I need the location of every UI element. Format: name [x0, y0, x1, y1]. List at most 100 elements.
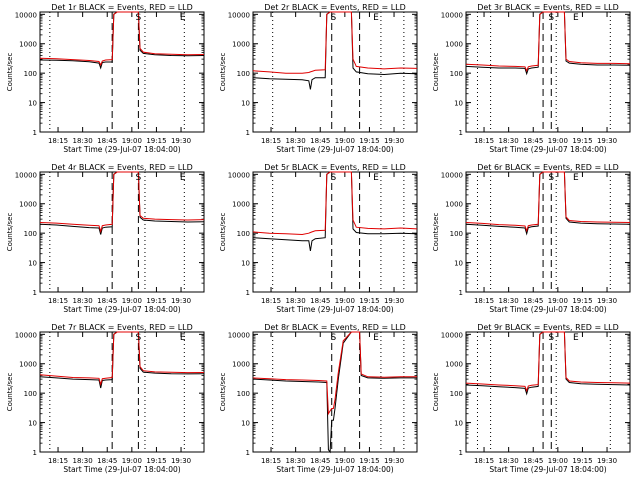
x-tick-label: 19:15 [146, 137, 166, 145]
y-tick-label: 1000 [445, 201, 463, 209]
y-axis-label: Counts/sec [432, 213, 440, 252]
panel-title: Det 3r BLACK = Events, RED = LLD [477, 3, 619, 12]
series-lld-line [39, 331, 205, 387]
x-tick-label: 18:45 [310, 297, 330, 305]
x-tick-label: 18:45 [523, 137, 543, 145]
y-axis-label: Counts/sec [219, 373, 227, 412]
x-tick-label: 19:00 [548, 137, 568, 145]
x-tick-label: 19:00 [122, 297, 142, 305]
y-tick-label: 10000 [441, 171, 463, 179]
marker-s: S [548, 13, 554, 23]
marker-s: S [136, 173, 142, 183]
marker-s: S [331, 173, 337, 183]
panel-3: Det 3r BLACK = Events, RED = LLD 1 10 100 10… [432, 3, 631, 154]
panel-7: Det 7r BLACK = Events, RED = LLD 1 10 100 10… [6, 323, 205, 474]
y-tick-label: 1 [33, 129, 37, 137]
y-tick-label: 1 [33, 289, 37, 297]
x-tick-label: 18:45 [97, 137, 117, 145]
y-axis-label: Counts/sec [6, 53, 14, 92]
series-lld-line [465, 331, 631, 393]
plot-frame [39, 331, 205, 453]
y-tick-label: 10000 [228, 11, 250, 19]
x-tick-label: 18:15 [48, 457, 68, 465]
y-tick-label: 1 [459, 449, 463, 457]
x-tick-label: 18:30 [499, 137, 519, 145]
x-tick-label: 19:15 [359, 297, 379, 305]
x-tick-label: 18:15 [474, 137, 494, 145]
y-tick-label: 100 [237, 230, 250, 238]
x-tick-label: 18:45 [310, 457, 330, 465]
y-tick-label: 1 [459, 289, 463, 297]
marker-s: S [548, 333, 554, 343]
x-tick-label: 19:15 [146, 297, 166, 305]
x-tick-label: 18:15 [48, 297, 68, 305]
panel-title: Det 5r BLACK = Events, RED = LLD [264, 163, 406, 172]
y-tick-label: 10000 [228, 331, 250, 339]
x-tick-label: 18:30 [286, 457, 306, 465]
marker-e: E [180, 13, 186, 23]
x-tick-label: 18:15 [261, 297, 281, 305]
series-events-line [252, 331, 417, 454]
x-tick-label: 19:00 [548, 457, 568, 465]
marker-e: E [573, 333, 579, 343]
panel-title: Det 6r BLACK = Events, RED = LLD [477, 163, 619, 172]
marker-e: E [573, 13, 579, 23]
x-tick-label: 19:15 [359, 137, 379, 145]
x-tick-label: 18:30 [73, 297, 93, 305]
panel-title: Det 8r BLACK = Events, RED = LLD [264, 323, 406, 332]
x-tick-label: 18:15 [261, 457, 281, 465]
y-axis-label: Counts/sec [6, 213, 14, 252]
y-tick-label: 100 [237, 70, 250, 78]
marker-e: E [573, 173, 579, 183]
panel-title: Det 9r BLACK = Events, RED = LLD [477, 323, 619, 332]
x-tick-label: 18:30 [73, 457, 93, 465]
y-tick-label: 100 [450, 70, 463, 78]
y-tick-label: 10 [241, 420, 250, 428]
y-tick-label: 10000 [228, 171, 250, 179]
x-axis-label: Start Time (29-Jul-07 18:04:00) [276, 465, 393, 474]
plot-frame [39, 171, 205, 293]
x-tick-label: 19:15 [572, 137, 592, 145]
y-tick-label: 100 [237, 390, 250, 398]
x-tick-label: 19:30 [384, 137, 404, 145]
y-tick-label: 1000 [19, 41, 37, 49]
y-tick-label: 1000 [445, 361, 463, 369]
x-tick-label: 19:30 [171, 297, 191, 305]
x-tick-label: 18:45 [97, 297, 117, 305]
x-tick-label: 18:45 [310, 137, 330, 145]
y-tick-label: 10 [454, 260, 463, 268]
x-tick-label: 18:15 [261, 137, 281, 145]
x-tick-label: 19:30 [597, 457, 617, 465]
x-tick-label: 18:30 [286, 137, 306, 145]
x-tick-label: 19:15 [146, 457, 166, 465]
x-tick-label: 18:30 [286, 297, 306, 305]
series-events-line [252, 171, 418, 251]
x-tick-label: 19:30 [597, 137, 617, 145]
y-tick-label: 10 [28, 100, 37, 108]
x-tick-label: 19:15 [572, 297, 592, 305]
panel-title: Det 2r BLACK = Events, RED = LLD [264, 3, 406, 12]
panel-6: Det 6r BLACK = Events, RED = LLD 1 10 100 10… [432, 163, 631, 314]
x-tick-label: 19:30 [384, 457, 404, 465]
x-tick-label: 18:45 [523, 297, 543, 305]
panel-2: Det 2r BLACK = Events, RED = LLD 1 10 100 10… [219, 3, 418, 154]
y-tick-label: 10000 [15, 171, 37, 179]
x-axis-label: Start Time (29-Jul-07 18:04:00) [489, 465, 606, 474]
x-tick-label: 18:15 [474, 297, 494, 305]
plot-frame [252, 11, 418, 133]
plot-frame [39, 11, 205, 133]
x-axis-label: Start Time (29-Jul-07 18:04:00) [276, 305, 393, 314]
x-axis-label: Start Time (29-Jul-07 18:04:00) [63, 465, 180, 474]
y-tick-label: 10 [28, 420, 37, 428]
x-tick-label: 18:15 [474, 457, 494, 465]
y-axis-label: Counts/sec [6, 373, 14, 412]
marker-e: E [373, 173, 379, 183]
panel-title: Det 4r BLACK = Events, RED = LLD [51, 163, 193, 172]
x-axis-label: Start Time (29-Jul-07 18:04:00) [63, 305, 180, 314]
x-tick-label: 19:00 [335, 137, 355, 145]
x-tick-label: 19:30 [597, 297, 617, 305]
y-tick-label: 1000 [19, 361, 37, 369]
panel-title: Det 1r BLACK = Events, RED = LLD [51, 3, 193, 12]
marker-s: S [136, 13, 142, 23]
